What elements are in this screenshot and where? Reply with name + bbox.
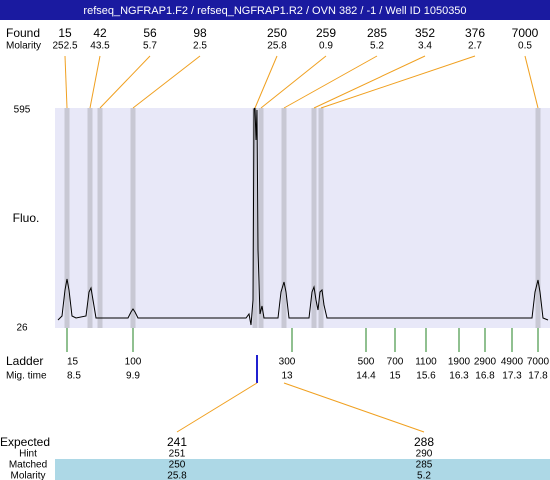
found-label: Found bbox=[6, 26, 40, 40]
ladder-time: 17.3 bbox=[502, 371, 522, 382]
peak-band bbox=[97, 108, 103, 328]
ladder-size: 1100 bbox=[415, 357, 437, 368]
expected-value: 5.2 bbox=[417, 471, 431, 480]
expected-value: 285 bbox=[416, 460, 433, 471]
expected-row-label: Matched bbox=[9, 460, 47, 471]
molarity-label: Molarity bbox=[6, 41, 41, 52]
expected-link bbox=[283, 382, 425, 433]
ladder-label: Ladder bbox=[6, 354, 43, 368]
ladder-size: 700 bbox=[387, 357, 404, 368]
y-max-label: 595 bbox=[14, 105, 31, 116]
expected-value: 288 bbox=[414, 435, 434, 449]
ladder-time: 17.8 bbox=[528, 371, 548, 382]
expected-value: 290 bbox=[416, 449, 433, 460]
peak-link bbox=[254, 55, 278, 109]
peak-link bbox=[89, 55, 101, 109]
peak-band bbox=[258, 108, 264, 328]
found-size: 42 bbox=[93, 26, 107, 40]
found-molarity: 25.8 bbox=[267, 41, 287, 52]
found-molarity: 0.5 bbox=[518, 41, 532, 52]
peak-link bbox=[260, 55, 327, 109]
ladder-size: 4900 bbox=[501, 357, 524, 368]
ladder-size: 1900 bbox=[448, 357, 471, 368]
trace bbox=[57, 106, 549, 326]
found-size: 250 bbox=[267, 26, 287, 40]
expected-row-label: Expected bbox=[0, 435, 50, 449]
expected-link bbox=[176, 382, 258, 433]
ladder-time: 15.6 bbox=[416, 371, 436, 382]
found-molarity: 5.2 bbox=[370, 41, 384, 52]
ladder-time: 9.9 bbox=[126, 371, 140, 382]
peak-band bbox=[64, 108, 70, 328]
peak-band bbox=[318, 108, 324, 328]
ladder-time: 13 bbox=[281, 371, 293, 382]
peak-band bbox=[535, 108, 541, 328]
ladder-size: 500 bbox=[358, 357, 375, 368]
ladder-time: 16.3 bbox=[449, 371, 469, 382]
ladder-size: 300 bbox=[279, 357, 296, 368]
peak-band bbox=[252, 108, 258, 328]
y-min-label: 26 bbox=[16, 323, 28, 334]
ladder-time: 8.5 bbox=[67, 371, 81, 382]
peak-link bbox=[524, 55, 539, 109]
ladder-time: 16.8 bbox=[475, 371, 495, 382]
found-molarity: 3.4 bbox=[418, 41, 432, 52]
peak-link bbox=[64, 55, 68, 109]
found-molarity: 2.5 bbox=[193, 41, 207, 52]
ladder-size: 7000 bbox=[527, 357, 550, 368]
found-molarity: 43.5 bbox=[90, 41, 110, 52]
y-axis-label: Fluo. bbox=[13, 211, 40, 225]
title-bar bbox=[0, 0, 550, 20]
matched-band bbox=[55, 459, 550, 480]
peak-band bbox=[311, 108, 317, 328]
found-size: 7000 bbox=[512, 26, 539, 40]
ladder-time: 14.4 bbox=[356, 371, 376, 382]
peak-band bbox=[87, 108, 93, 328]
found-size: 352 bbox=[415, 26, 435, 40]
peak-link bbox=[283, 55, 378, 109]
peak-link bbox=[313, 55, 426, 109]
found-size: 15 bbox=[58, 26, 72, 40]
ladder-time: 15 bbox=[389, 371, 401, 382]
found-size: 56 bbox=[143, 26, 157, 40]
found-molarity: 5.7 bbox=[143, 41, 157, 52]
found-size: 259 bbox=[316, 26, 336, 40]
found-molarity: 2.7 bbox=[468, 41, 482, 52]
plot-area bbox=[55, 108, 550, 328]
peak-band bbox=[281, 108, 287, 328]
found-molarity: 0.9 bbox=[319, 41, 333, 52]
found-molarity: 252.5 bbox=[52, 41, 77, 52]
peak-link bbox=[320, 55, 476, 109]
found-size: 98 bbox=[193, 26, 207, 40]
ladder-size: 15 bbox=[67, 357, 79, 368]
expected-value: 241 bbox=[167, 435, 187, 449]
peak-band bbox=[130, 108, 136, 328]
expected-row-label: Hint bbox=[19, 449, 37, 460]
ladder-size: 100 bbox=[125, 357, 142, 368]
ladder-size: 2900 bbox=[474, 357, 497, 368]
expected-value: 25.8 bbox=[167, 471, 187, 480]
mig-time-label: Mig. time bbox=[6, 371, 47, 382]
found-size: 376 bbox=[465, 26, 485, 40]
title: refseq_NGFRAP1.F2 / refseq_NGFRAP1.R2 / … bbox=[83, 5, 466, 17]
expected-value: 251 bbox=[169, 449, 186, 460]
expected-value: 250 bbox=[169, 460, 186, 471]
expected-row-label: Molarity bbox=[10, 471, 45, 480]
found-size: 285 bbox=[367, 26, 387, 40]
peak-link bbox=[99, 55, 151, 109]
peak-link bbox=[132, 55, 201, 109]
